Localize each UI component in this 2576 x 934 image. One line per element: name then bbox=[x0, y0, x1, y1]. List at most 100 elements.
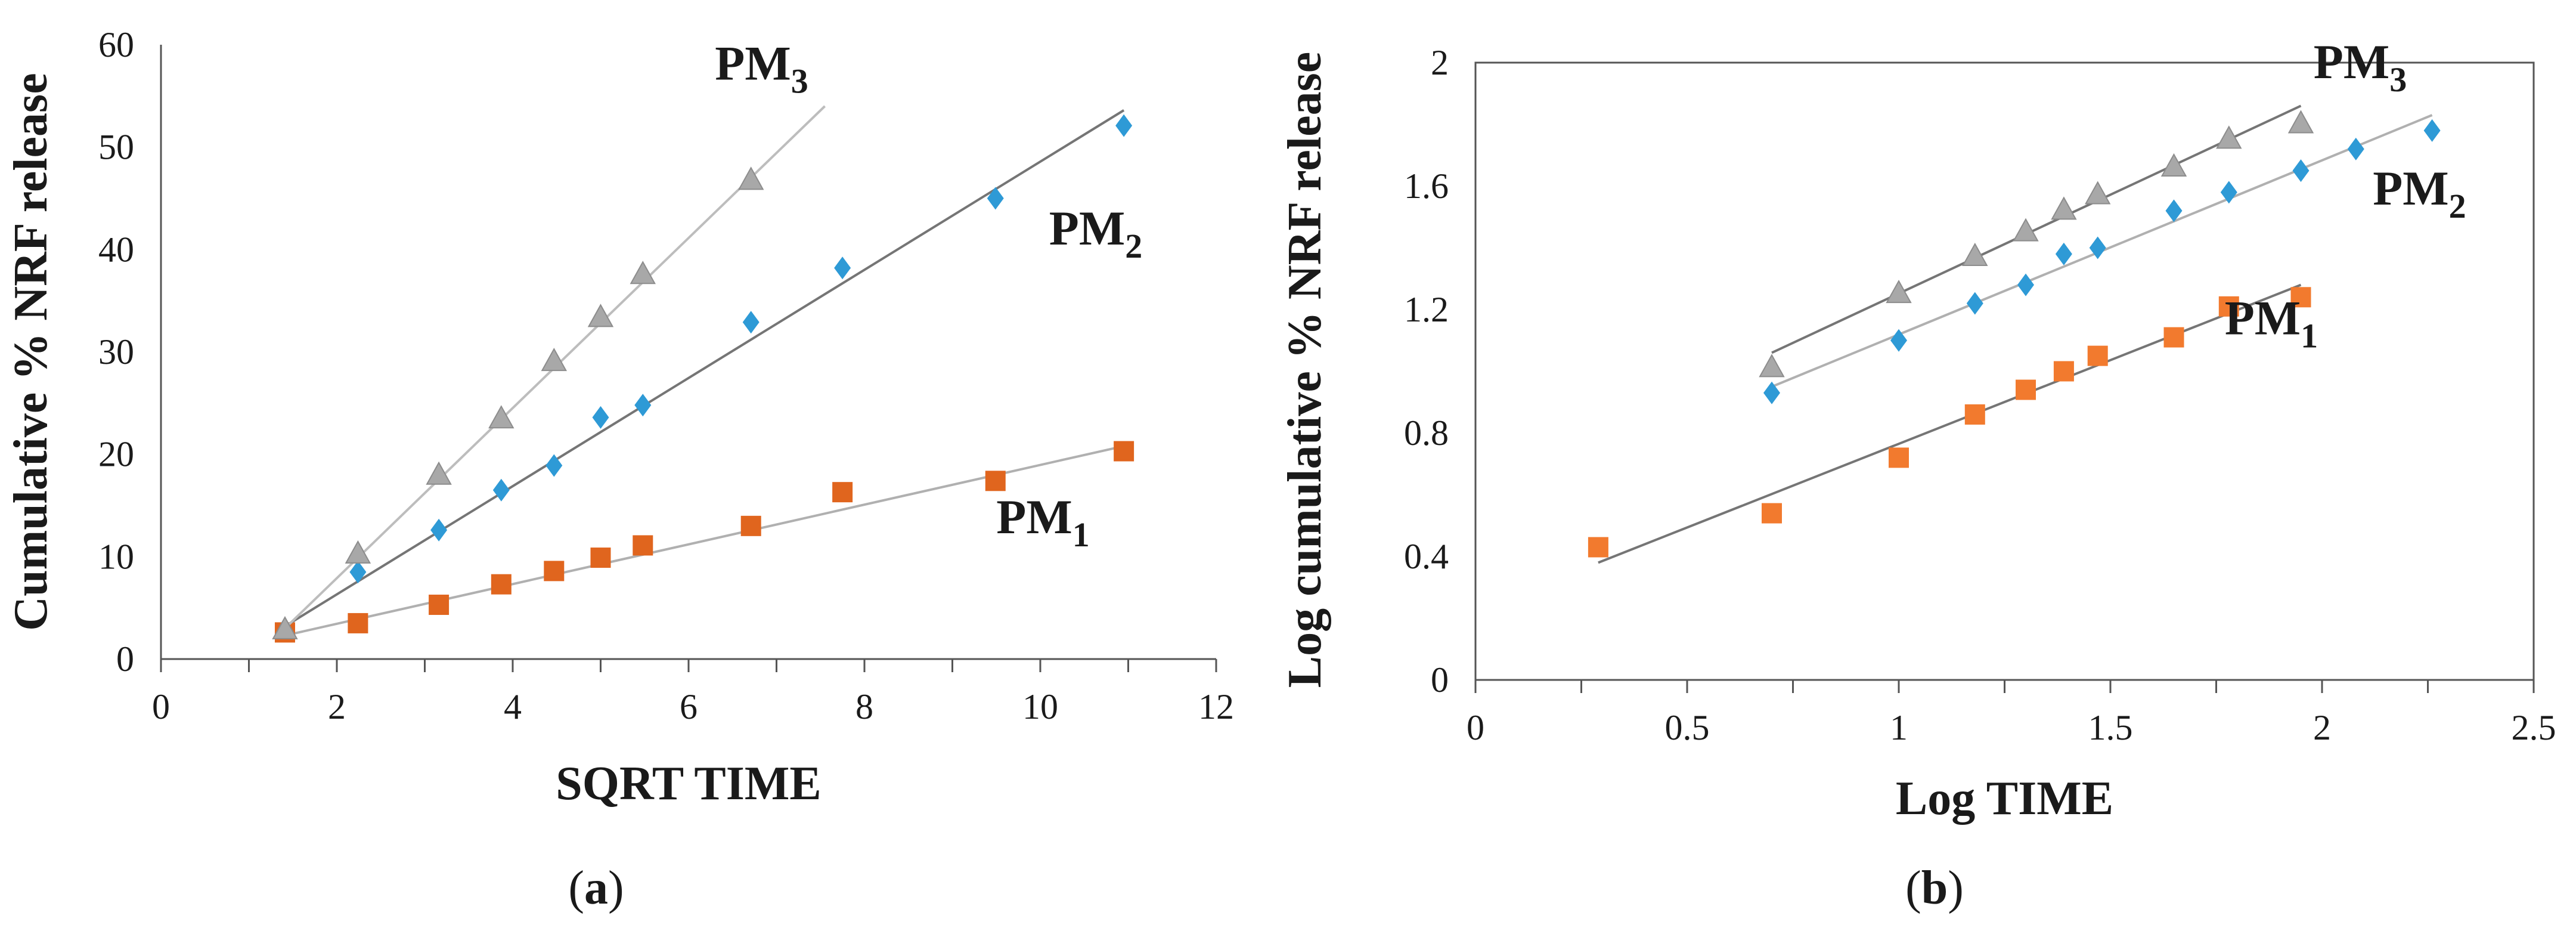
data-point-pm3 bbox=[488, 405, 514, 429]
panel-caption-letter: b bbox=[1921, 862, 1948, 914]
data-point-pm2 bbox=[634, 394, 652, 417]
series-label-pm1: PM1 bbox=[2225, 290, 2318, 355]
data-point-pm1 bbox=[832, 482, 853, 503]
series-label-subscript: 3 bbox=[791, 61, 808, 100]
data-point-pm3 bbox=[426, 461, 452, 485]
data-point-pm1 bbox=[429, 595, 450, 616]
data-point-pm1 bbox=[348, 613, 368, 633]
y-tick-label: 30 bbox=[98, 332, 134, 372]
x-tick-label: 4 bbox=[504, 687, 522, 726]
data-point-pm3 bbox=[2085, 181, 2111, 205]
data-point-pm2 bbox=[2089, 236, 2106, 259]
x-axis-title: SQRT TIME bbox=[556, 757, 822, 810]
x-tick-label: 1.5 bbox=[2088, 708, 2133, 747]
data-point-pm2 bbox=[430, 518, 448, 542]
data-point-pm3 bbox=[2160, 153, 2187, 177]
x-tick-label: 2 bbox=[328, 687, 346, 726]
data-point-pm2 bbox=[592, 406, 609, 429]
series-pm1: PM1 bbox=[1588, 283, 2318, 564]
data-point-pm2 bbox=[349, 561, 367, 584]
panel-caption-open: ( bbox=[568, 862, 584, 914]
y-tick-label: 1.6 bbox=[1404, 166, 1449, 206]
x-tick-label: 10 bbox=[1022, 687, 1058, 726]
data-point-pm2 bbox=[1115, 114, 1133, 137]
series-label-main: PM bbox=[996, 490, 1072, 544]
x-axis-title: Log TIME bbox=[1896, 772, 2113, 825]
y-tick-label: 20 bbox=[98, 435, 134, 474]
data-point-pm2 bbox=[2055, 242, 2072, 265]
y-tick-label: 1.2 bbox=[1404, 290, 1449, 329]
series-label-main: PM bbox=[2314, 35, 2389, 89]
panel-caption-letter: a bbox=[584, 862, 608, 914]
data-point-pm2 bbox=[1890, 329, 1907, 352]
data-point-pm1 bbox=[985, 471, 1006, 491]
trend-line-pm1 bbox=[284, 444, 1124, 637]
y-axis-title: Cumulative % NRF release bbox=[5, 73, 57, 630]
x-tick-label: 0 bbox=[1467, 708, 1484, 747]
trend-line-pm3 bbox=[1771, 104, 2302, 354]
y-axis-title: Log cumulative % NRF release bbox=[1279, 52, 1331, 688]
data-point-pm2 bbox=[742, 311, 760, 334]
series-label-subscript: 3 bbox=[2389, 60, 2407, 99]
data-point-pm1 bbox=[2016, 379, 2036, 400]
data-point-pm1 bbox=[544, 561, 565, 582]
data-point-pm2 bbox=[2347, 137, 2364, 160]
trend-line-pm1 bbox=[1598, 283, 2302, 564]
series-pm2: PM2 bbox=[1763, 114, 2466, 404]
data-point-pm1 bbox=[740, 515, 761, 536]
series-pm1: PM1 bbox=[274, 441, 1134, 643]
panel-caption: (b) bbox=[1905, 862, 1964, 914]
series-label-subscript: 1 bbox=[1072, 515, 1090, 554]
data-point-pm1 bbox=[633, 535, 653, 556]
x-tick-label: 2 bbox=[2313, 708, 2331, 747]
series-label-subscript: 1 bbox=[2301, 316, 2318, 355]
data-point-pm1 bbox=[491, 574, 512, 595]
data-point-pm3 bbox=[2051, 196, 2077, 220]
panel-caption-close: ) bbox=[1948, 862, 1964, 914]
data-point-pm1 bbox=[2053, 361, 2074, 382]
data-point-pm1 bbox=[2163, 327, 2184, 348]
data-point-pm2 bbox=[834, 256, 851, 280]
x-tick-label: 12 bbox=[1198, 687, 1234, 726]
data-point-pm3 bbox=[1759, 354, 1785, 378]
data-point-pm3 bbox=[738, 166, 764, 190]
series-label-main: PM bbox=[2225, 290, 2301, 345]
data-point-pm1 bbox=[2218, 296, 2239, 317]
data-point-pm3 bbox=[2013, 218, 2039, 242]
chart-panel-b: 0 0.5 1 1.5 2 2.5 0 0.4 0.8 1.2 1.6 2 Log TIME Log cu… bbox=[1279, 35, 2556, 914]
data-point-pm1 bbox=[1889, 447, 1909, 468]
y-tick-label: 0 bbox=[1431, 660, 1449, 700]
data-point-pm2 bbox=[2220, 181, 2237, 204]
data-point-pm3 bbox=[272, 616, 298, 639]
y-tick-label: 40 bbox=[98, 230, 134, 269]
data-point-pm2 bbox=[545, 454, 563, 477]
data-point-pm3 bbox=[541, 348, 568, 372]
data-point-pm2 bbox=[2017, 273, 2034, 296]
data-point-pm1 bbox=[1964, 404, 1985, 425]
data-point-pm1 bbox=[1114, 441, 1134, 462]
x-tick-label: 0.5 bbox=[1665, 708, 1710, 747]
data-point-pm1 bbox=[1762, 503, 1782, 524]
series-label-main: PM bbox=[2373, 161, 2448, 215]
panel-caption: (a) bbox=[568, 862, 624, 914]
y-tick-label: 0.8 bbox=[1404, 413, 1449, 453]
data-point-pm3 bbox=[2287, 110, 2314, 134]
y-tick-label: 2 bbox=[1431, 43, 1449, 82]
data-point-pm2 bbox=[1763, 381, 1780, 404]
data-point-pm3 bbox=[630, 261, 656, 284]
x-tick-label: 6 bbox=[680, 687, 698, 726]
series-label-main: PM bbox=[715, 36, 791, 90]
data-point-pm2 bbox=[2423, 119, 2441, 142]
series-pm3: PM3 bbox=[272, 36, 826, 639]
series-label-pm2: PM2 bbox=[2373, 161, 2466, 225]
x-tick-label: 8 bbox=[855, 687, 873, 726]
data-point-pm1 bbox=[1588, 537, 1608, 558]
series-label-pm1: PM1 bbox=[996, 490, 1089, 554]
x-tick-label: 2.5 bbox=[2512, 708, 2556, 747]
data-point-pm2 bbox=[2165, 199, 2183, 222]
series-label-pm2: PM2 bbox=[1049, 201, 1142, 265]
x-tick-label: 1 bbox=[1890, 708, 1908, 747]
y-tick-label: 60 bbox=[98, 25, 134, 64]
series-pm2: PM2 bbox=[284, 109, 1142, 627]
